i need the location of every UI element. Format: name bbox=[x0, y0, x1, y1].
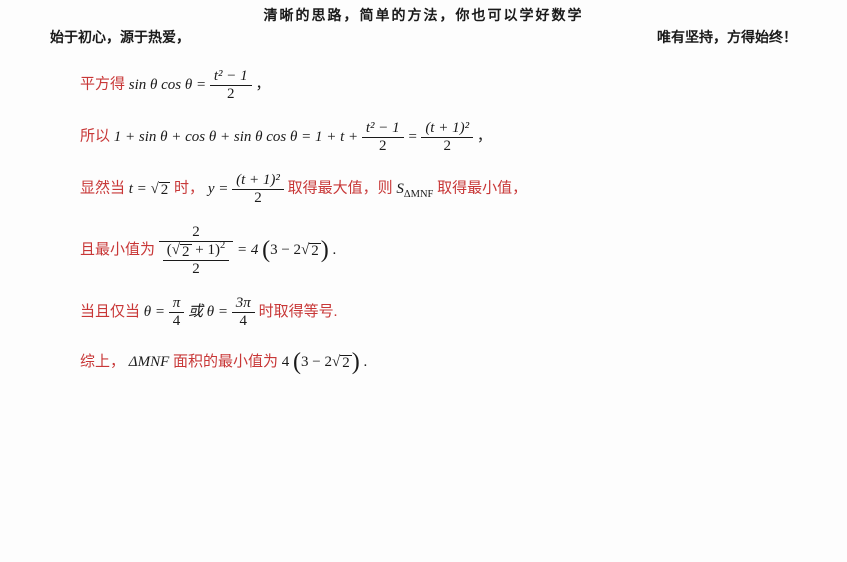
l2-eq: = bbox=[407, 128, 417, 148]
step-so-expression: 所以 1 + sin θ + cos θ + sin θ cos θ = 1 +… bbox=[80, 120, 797, 154]
l3-sqrt2: 2 bbox=[151, 180, 171, 200]
l3-S: SΔMNF bbox=[396, 181, 433, 197]
l3-S-sym: S bbox=[396, 181, 404, 197]
l3-sqrt2-rad: 2 bbox=[159, 182, 171, 198]
l6-paren: (3 − 22) bbox=[293, 347, 360, 378]
step-min-value: 且最小值为 2 (2 + 1)2 2 = 4 (3 − 22) . bbox=[80, 224, 797, 277]
l1-lhs: sin θ cos θ = bbox=[129, 76, 206, 96]
l5-f1-den: 4 bbox=[169, 313, 185, 330]
l4-paren-sqrt-rad: 2 bbox=[309, 243, 321, 259]
l4-tail: . bbox=[333, 242, 337, 258]
l5-pre: 当且仅当 bbox=[80, 303, 140, 323]
l4-paren: (3 − 22) bbox=[262, 235, 329, 266]
l1-frac-den: 2 bbox=[210, 86, 252, 103]
l5-frac1: π 4 bbox=[169, 295, 185, 329]
l4-den-sqrt: 2 bbox=[172, 242, 192, 260]
l4-den-sq: 2 bbox=[220, 240, 225, 251]
l4-bigfrac: 2 (2 + 1)2 2 bbox=[159, 224, 233, 277]
header-slogan-row: 始于初心，源于热爱， 唯有坚持，方得始终！ bbox=[50, 30, 797, 48]
l6-paren-sqrt: 2 bbox=[332, 353, 352, 373]
l4-den-den: 2 bbox=[163, 261, 229, 278]
l1-frac: t² − 1 2 bbox=[210, 68, 252, 102]
step-square-both-sides: 平方得 sin θ cos θ = t² − 1 2 ， bbox=[80, 68, 797, 102]
l5-th2: θ = bbox=[207, 303, 228, 323]
l4-pre: 且最小值为 bbox=[80, 241, 155, 261]
l3-pre1: 显然当 bbox=[80, 181, 125, 197]
l5-frac2: 3π 4 bbox=[232, 295, 255, 329]
step-iff: 当且仅当 θ = π 4 或 θ = 3π 4 时取得等号. bbox=[80, 295, 797, 329]
header-left: 始于初心，源于热爱， bbox=[50, 30, 190, 48]
l1-tail: ， bbox=[255, 77, 270, 93]
l5-f2-den: 4 bbox=[232, 313, 255, 330]
l5-th1: θ = bbox=[144, 303, 165, 323]
l6-val-a: 4 bbox=[282, 353, 290, 373]
l5-or: 或 bbox=[188, 303, 203, 323]
l3-frac-den: 2 bbox=[232, 190, 284, 207]
l6-tri: ΔMNF bbox=[129, 354, 169, 370]
l4-outer-den: (2 + 1)2 2 bbox=[163, 242, 229, 278]
l3-pre2: 时， bbox=[174, 181, 204, 197]
l5-f2-num: 3π bbox=[232, 295, 255, 313]
l2-f1-num: t² − 1 bbox=[366, 120, 400, 136]
l5-tail: 时取得等号. bbox=[259, 303, 338, 323]
l4-paren-sqrt: 2 bbox=[301, 241, 321, 261]
l6-mid: 面积的最小值为 bbox=[173, 354, 278, 370]
l6-pre: 综上， bbox=[80, 354, 125, 370]
l3-S-sub: ΔMNF bbox=[404, 189, 434, 200]
l2-mid1: 1 + sin θ + cos θ + sin θ cos θ = 1 + t … bbox=[114, 128, 358, 148]
l4-paren-a: 3 − 2 bbox=[270, 242, 301, 258]
header-slogan-top: 清晰的思路，简单的方法，你也可以学好数学 bbox=[50, 8, 797, 26]
l2-f2-den: 2 bbox=[421, 138, 473, 155]
document-page: 清晰的思路，简单的方法，你也可以学好数学 始于初心，源于热爱， 唯有坚持，方得始… bbox=[0, 0, 847, 562]
step-summary: 综上， ΔMNF 面积的最小值为 4 (3 − 22) . bbox=[80, 347, 797, 378]
l2-f2-num: (t + 1)² bbox=[425, 120, 469, 136]
l4-den-sqrt-rad: 2 bbox=[180, 244, 192, 260]
l2-tail: ， bbox=[477, 129, 492, 145]
l4-eq: = 4 bbox=[237, 241, 258, 261]
header-right: 唯有坚持，方得始终！ bbox=[657, 30, 797, 48]
l6-tail: . bbox=[363, 354, 367, 370]
l3-tail-red: 取得最小值， bbox=[437, 181, 527, 197]
l2-frac1: t² − 1 2 bbox=[362, 120, 404, 154]
l3-mid-red: 取得最大值，则 bbox=[288, 181, 397, 197]
l6-paren-a: 3 − 2 bbox=[301, 354, 332, 370]
l2-frac2: (t + 1)² 2 bbox=[421, 120, 473, 154]
l5-f1-num: π bbox=[169, 295, 185, 313]
l2-f1-den: 2 bbox=[362, 138, 404, 155]
l3-frac-num: (t + 1)² bbox=[236, 172, 280, 188]
l1-frac-num: t² − 1 bbox=[214, 68, 248, 84]
l1-pre: 平方得 bbox=[80, 77, 125, 93]
l2-pre: 所以 bbox=[80, 129, 110, 145]
l4-den-plus1: + 1 bbox=[192, 242, 215, 258]
l3-t-eq: t = bbox=[129, 180, 147, 200]
step-obviously-when: 显然当 t = 2 时， y = (t + 1)² 2 取得最大值，则 SΔMN… bbox=[80, 172, 797, 206]
math-content: 平方得 sin θ cos θ = t² − 1 2 ， 所以 1 + sin … bbox=[50, 68, 797, 378]
l3-y-eq: y = bbox=[208, 180, 229, 200]
l6-paren-sqrt-rad: 2 bbox=[340, 355, 352, 371]
l3-frac: (t + 1)² 2 bbox=[232, 172, 284, 206]
